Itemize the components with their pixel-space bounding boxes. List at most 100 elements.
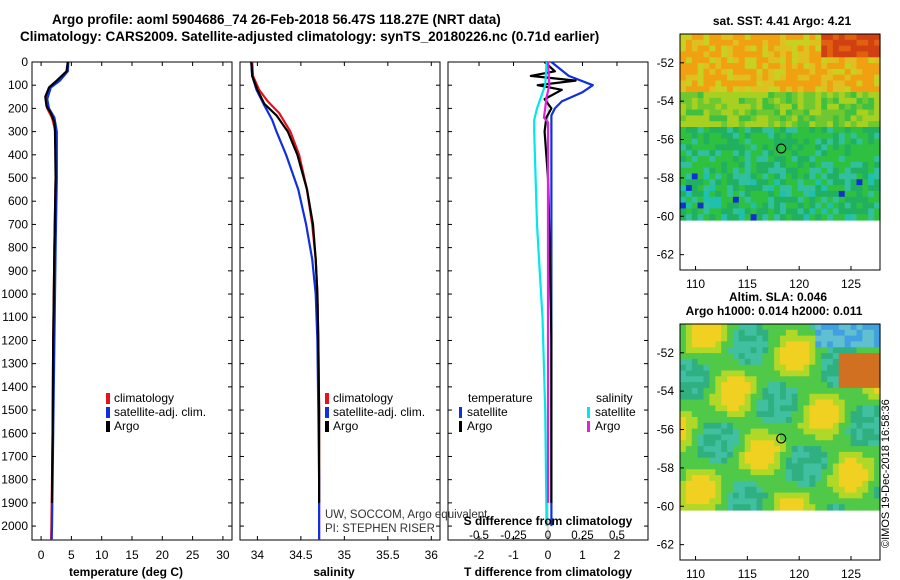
sla-map-cell — [850, 376, 858, 383]
sla-map-cell — [768, 335, 775, 342]
temperature-profile-frame — [31, 61, 233, 541]
sst-map-cell — [791, 161, 799, 169]
sst-map-cell — [768, 109, 775, 116]
sst-map-cell — [838, 51, 846, 58]
sla-map-cell — [680, 480, 687, 488]
sst-map-cell — [785, 173, 793, 180]
sla-map-cell — [703, 358, 710, 366]
sst-map-cell — [774, 97, 781, 105]
sla-map-cell — [774, 347, 781, 354]
sst-map-cell — [803, 156, 810, 163]
sla-map-cell — [874, 358, 881, 366]
sst-map-cell — [862, 173, 869, 180]
sst-map-cell — [803, 190, 810, 198]
sst-map-cell — [832, 167, 840, 175]
sla-map-cell — [697, 422, 705, 430]
sst-map-cell — [791, 74, 799, 82]
sst-map-cell — [774, 179, 781, 186]
sla-map-cell — [844, 446, 852, 453]
sla-map-cell — [862, 475, 869, 482]
sst-map-cell — [762, 190, 769, 198]
sla-map-cell — [685, 353, 693, 360]
sla-map-cell — [827, 446, 834, 453]
sla-map-cell — [809, 417, 816, 424]
sst-map-cell — [832, 190, 840, 198]
sst-map-cell — [762, 196, 769, 204]
sla-map-cell — [862, 364, 869, 372]
depth-tick-label: 1200 — [1, 333, 28, 347]
sla-map-cell — [762, 440, 769, 447]
sst-map-cell — [815, 103, 822, 111]
sla-map-cell — [844, 492, 852, 499]
sla-map-cell — [874, 422, 881, 430]
sst-map-cell — [821, 103, 828, 111]
sla-map-cell — [727, 498, 734, 505]
sla-map-cell — [680, 393, 687, 401]
sla-map-cell — [838, 399, 846, 406]
sst-map-cell — [744, 92, 752, 99]
sst-map-cell — [797, 214, 805, 221]
sla-map-cell — [821, 329, 828, 337]
sst-map-cell — [721, 214, 728, 221]
sst-map-cell — [868, 179, 875, 186]
sst-map-cell — [715, 68, 722, 76]
sla-map-cell — [856, 440, 863, 447]
sst-map-cell — [774, 63, 781, 70]
sla-map-cell — [785, 341, 793, 348]
sla-map-cell — [697, 498, 705, 505]
sst-map-cell — [832, 132, 840, 140]
title-line-2: Climatology: CARS2009. Satellite-adjuste… — [20, 29, 600, 44]
sla-map-cell — [856, 382, 863, 389]
temperature-profile-legend-swatch — [106, 393, 110, 404]
sla-map-cell — [850, 353, 858, 360]
sla-map-cell — [815, 428, 822, 435]
sst-map-cell — [744, 80, 752, 87]
sla-map-cell — [744, 463, 752, 470]
sla-map-cell — [703, 428, 710, 435]
sla-map-cell — [738, 370, 746, 377]
sla-map-cell — [821, 446, 828, 453]
sla-map-cell — [685, 364, 693, 372]
sla-map-cell — [732, 504, 740, 511]
sla-map-cell — [832, 457, 840, 465]
sla-map-cell — [703, 498, 710, 505]
sla-map-cell — [762, 376, 769, 383]
sst-map-cell — [685, 86, 693, 93]
sla-map-cell — [797, 329, 805, 337]
sst-map-cell — [738, 179, 746, 186]
sla-map-cell — [821, 393, 828, 401]
sst-map-cell — [780, 167, 787, 175]
sla-map-cell — [762, 475, 769, 482]
sst-map-cell — [856, 179, 863, 186]
sst-map-cell — [691, 68, 699, 76]
sla-map-cell — [721, 358, 728, 366]
sst-map-cell — [791, 179, 799, 186]
sst-map-cell — [756, 97, 763, 105]
sla-map-cell — [809, 504, 816, 511]
sla-map-cell — [721, 417, 728, 424]
sla-map-cell — [732, 475, 740, 482]
sla-map-cell — [691, 480, 699, 488]
sst-map-cell — [838, 132, 846, 140]
sla-map-cell — [815, 324, 822, 331]
sla-map-cell — [868, 417, 875, 424]
sst-map-cell — [838, 115, 846, 122]
sla-map-cell — [762, 480, 769, 488]
sst-map-cell — [797, 190, 805, 198]
sla-map-cell — [762, 353, 769, 360]
sst-map-cell — [821, 57, 828, 64]
sst-map-cell — [785, 39, 793, 47]
sla-map-cell — [727, 446, 734, 453]
sst-map-cell — [744, 115, 752, 122]
sst-map-cell — [721, 208, 728, 215]
sla-map-cell — [697, 475, 705, 482]
sst-map-cell — [850, 57, 858, 64]
sst-map-cell — [815, 161, 822, 169]
sla-map-cell — [697, 504, 705, 511]
sst-map-cell — [750, 138, 758, 145]
sst-map-cell — [856, 68, 863, 76]
sla-map-cell — [809, 324, 816, 331]
sla-map-cell — [815, 329, 822, 337]
sst-map-cell — [874, 196, 881, 204]
sst-map-cell — [856, 190, 863, 198]
